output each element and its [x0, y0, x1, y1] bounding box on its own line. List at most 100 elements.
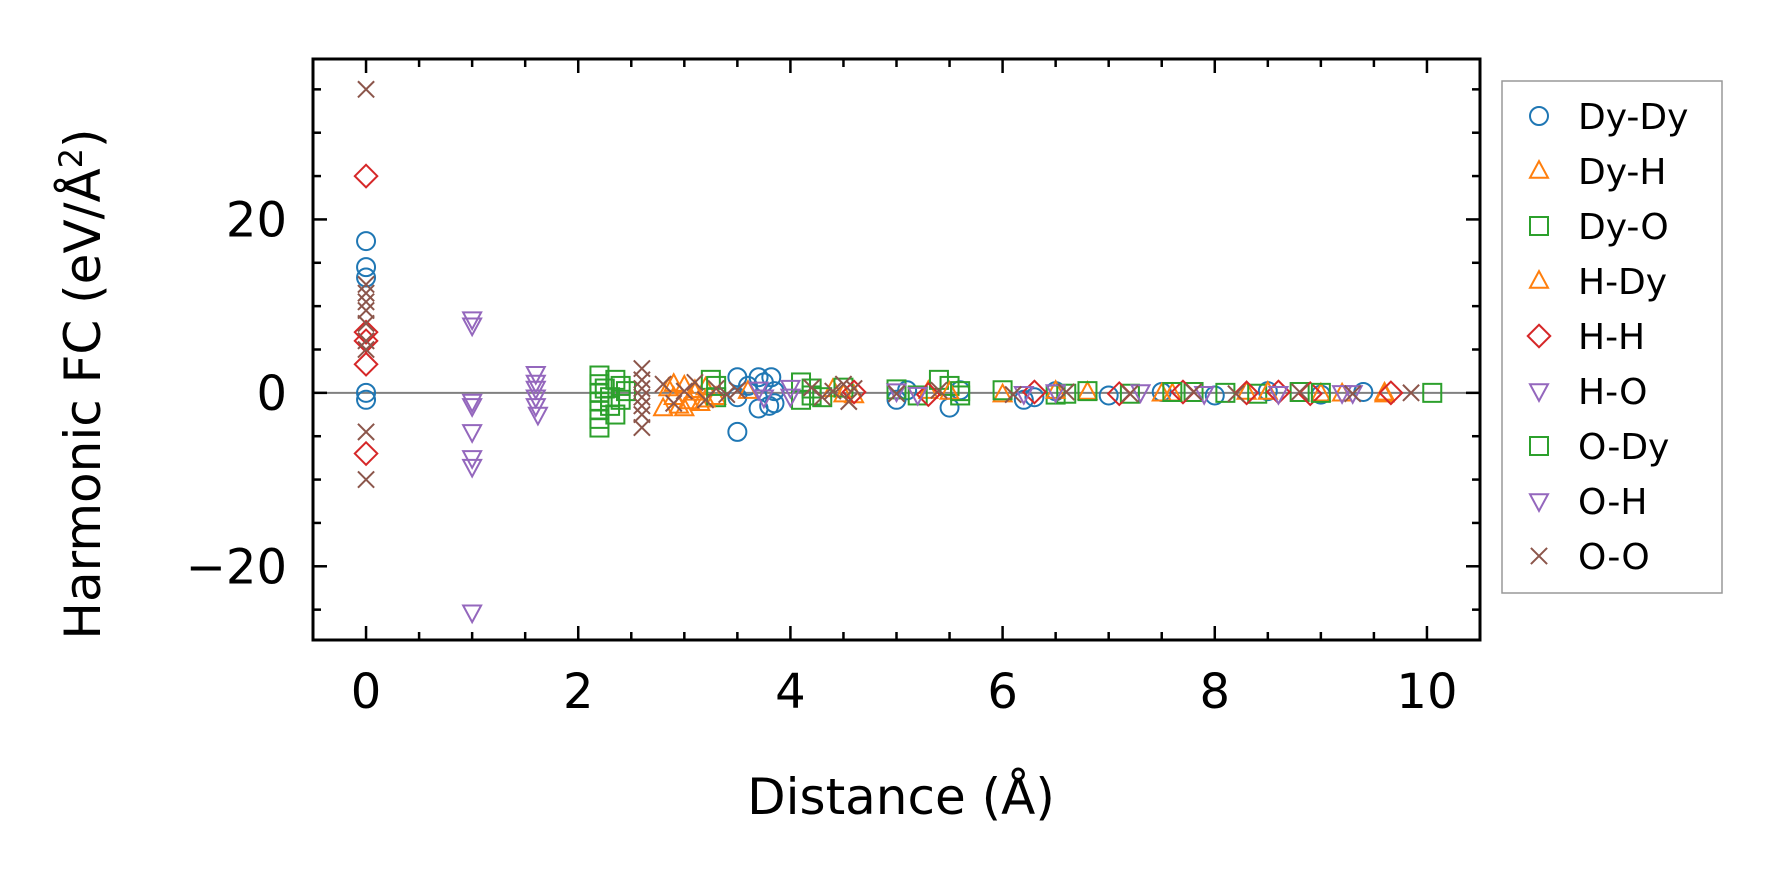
data-point	[992, 380, 1013, 401]
data-point	[839, 392, 858, 411]
y-tick-label: 0	[256, 366, 287, 422]
data-point	[633, 379, 651, 398]
data-point	[1024, 387, 1045, 408]
data-point	[675, 382, 694, 400]
data-point	[357, 80, 375, 99]
data-point	[633, 405, 651, 424]
data-point	[357, 423, 375, 441]
data-point	[1233, 380, 1260, 406]
data-point	[791, 389, 812, 410]
data-point	[353, 351, 379, 377]
data-point	[1077, 381, 1098, 402]
data-point	[610, 375, 631, 396]
legend-label: H-H	[1578, 317, 1645, 358]
data-point	[633, 388, 651, 407]
data-point	[1121, 384, 1139, 403]
data-point	[727, 421, 748, 442]
legend-marker	[1529, 216, 1549, 236]
data-point	[1193, 385, 1215, 406]
data-point	[1044, 384, 1067, 404]
data-point	[356, 382, 377, 403]
data-point	[694, 387, 717, 408]
data-point	[673, 396, 695, 417]
data-point	[353, 440, 379, 467]
data-point	[684, 380, 706, 401]
data-point	[707, 379, 725, 398]
data-point	[1119, 383, 1140, 404]
x-tick-label: 10	[1396, 664, 1457, 720]
data-point	[779, 379, 802, 400]
data-point	[1184, 383, 1203, 401]
series-o-o	[357, 80, 1420, 489]
data-point	[357, 314, 375, 333]
data-point	[886, 379, 907, 400]
data-point	[1076, 379, 1099, 400]
data-point	[461, 317, 483, 338]
legend-marker	[1528, 493, 1550, 514]
legend-label: H-Dy	[1578, 262, 1667, 303]
data-point	[589, 417, 610, 438]
data-point	[885, 383, 908, 404]
data-point	[461, 424, 483, 444]
data-point	[461, 398, 483, 418]
y-axis-label: Harmonic FC (eV/Å2)	[52, 128, 112, 639]
data-point	[357, 470, 375, 489]
data-point	[356, 389, 377, 410]
data-point	[812, 387, 833, 408]
data-point	[633, 397, 651, 415]
x-tick-label: 0	[351, 664, 382, 720]
data-point	[706, 375, 727, 396]
data-point	[605, 369, 626, 390]
data-point	[1235, 379, 1258, 400]
data-point	[1310, 381, 1332, 402]
y-axis-label-superscript: 2	[52, 148, 90, 168]
data-point	[832, 382, 855, 403]
data-point	[728, 381, 747, 400]
legend-item: O-H	[1528, 482, 1647, 523]
data-point	[1204, 385, 1225, 406]
legend-label: Dy-O	[1578, 207, 1669, 248]
x-axis-label: Distance (Å)	[747, 768, 1055, 826]
data-point	[1343, 384, 1362, 403]
x-tick-label: 8	[1199, 664, 1230, 720]
data-point	[950, 381, 971, 402]
x-tick-label: 6	[987, 664, 1018, 720]
data-point	[1057, 383, 1076, 401]
data-point	[761, 367, 782, 388]
data-point	[357, 275, 375, 294]
data-point	[525, 380, 547, 401]
legend-marker	[1530, 547, 1548, 565]
data-point	[1129, 384, 1152, 404]
legend-item: O-O	[1530, 537, 1650, 578]
data-point	[915, 381, 941, 408]
y-ticks: −20 0 20	[186, 88, 1480, 611]
data-point	[673, 373, 695, 394]
data-point	[1004, 385, 1023, 404]
legend-marker	[1526, 323, 1552, 349]
data-point	[357, 292, 375, 311]
legend-item: O-Dy	[1529, 427, 1669, 468]
data-point	[663, 372, 685, 392]
legend-marker	[1529, 436, 1549, 456]
data-point	[357, 340, 375, 359]
legend-marker	[1528, 268, 1550, 289]
y-axis-label-close: )	[54, 128, 112, 148]
legend-item: H-H	[1526, 317, 1645, 358]
data-point	[887, 384, 906, 403]
data-point	[991, 382, 1014, 403]
legend-marker	[1528, 158, 1550, 179]
legend-item: Dy-O	[1529, 207, 1669, 248]
data-point	[1227, 384, 1245, 403]
data-point	[1290, 383, 1309, 401]
data-point	[356, 267, 377, 288]
data-point	[357, 301, 375, 320]
data-point	[1342, 385, 1364, 405]
data-point	[824, 382, 842, 400]
data-point	[525, 374, 547, 395]
legend-marker	[1528, 383, 1550, 404]
data-point	[930, 381, 948, 400]
data-point	[357, 332, 375, 350]
data-point	[461, 604, 483, 625]
